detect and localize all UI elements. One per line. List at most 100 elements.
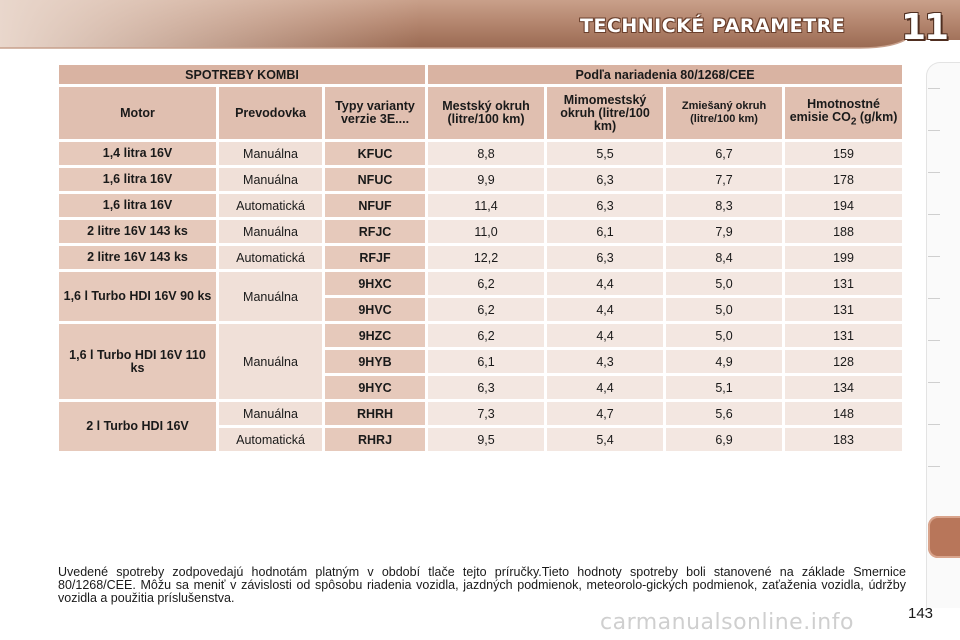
extra-urban-cell: 4,7 <box>547 402 664 425</box>
header-fade <box>0 0 420 48</box>
co2-cell: 128 <box>785 350 903 373</box>
extra-urban-cell: 6,1 <box>547 220 664 243</box>
co2-cell: 178 <box>785 168 903 191</box>
chapter-number: 11 <box>900 7 949 48</box>
combined-cell: 5,0 <box>666 298 783 321</box>
urban-cell: 11,4 <box>428 194 545 217</box>
extra-urban-cell: 4,4 <box>547 376 664 399</box>
co2-suffix: (g/km) <box>856 109 898 124</box>
type-cell: 9HVC <box>325 298 426 321</box>
co2-cell: 148 <box>785 402 903 425</box>
consumption-table: SPOTREBY KOMBI Podľa nariadenia 80/1268/… <box>56 62 905 454</box>
urban-cell: 7,3 <box>428 402 545 425</box>
co2-subscript: 2 <box>850 116 857 128</box>
type-cell: RFJC <box>325 220 426 243</box>
gearbox-cell: Manuálna <box>219 220 322 243</box>
urban-cell: 9,9 <box>428 168 545 191</box>
extra-urban-cell: 5,4 <box>547 428 664 451</box>
urban-cell: 9,5 <box>428 428 545 451</box>
motor-cell: 2 litre 16V 143 ks <box>59 246 216 269</box>
motor-cell: 1,4 litra 16V <box>59 142 216 165</box>
tab-divider <box>928 88 940 89</box>
tab-divider <box>928 298 940 299</box>
extra-urban-cell: 5,5 <box>547 142 664 165</box>
type-cell: RHRJ <box>325 428 426 451</box>
co2-cell: 188 <box>785 220 903 243</box>
motor-cell: 2 litre 16V 143 ks <box>59 220 216 243</box>
tab-divider <box>928 172 940 173</box>
table-row: 9HVC 6,2 4,4 5,0 131 <box>59 298 903 321</box>
footnote-paragraph: Uvedené spotreby zodpovedajú hodnotám pl… <box>58 565 906 605</box>
type-cell: KFUC <box>325 142 426 165</box>
table-row: 9HYB 6,1 4,3 4,9 128 <box>59 350 903 373</box>
co2-cell: 183 <box>785 428 903 451</box>
extra-urban-cell: 4,3 <box>547 350 664 373</box>
urban-cell: 6,2 <box>428 324 545 347</box>
combined-cell: 8,4 <box>666 246 783 269</box>
table-row: 2 litre 16V 143 ks Manuálna RFJC 11,0 6,… <box>59 220 903 243</box>
gearbox-cell: Manuálna <box>219 272 322 321</box>
tab-divider <box>928 340 940 341</box>
motor-cell: 1,6 l Turbo HDI 16V 110 ks <box>59 324 216 399</box>
table-row: 9HYC 6,3 4,4 5,1 134 <box>59 376 903 399</box>
tab-divider <box>928 214 940 215</box>
combined-cell: 6,9 <box>666 428 783 451</box>
combined-cell: 5,6 <box>666 402 783 425</box>
urban-cell: 8,8 <box>428 142 545 165</box>
chapter-tab-active[interactable] <box>928 516 960 558</box>
extra-urban-cell: 6,3 <box>547 246 664 269</box>
tab-divider <box>928 256 940 257</box>
table-row: 1,4 litra 16V Manuálna KFUC 8,8 5,5 6,7 … <box>59 142 903 165</box>
watermark: carmanualsonline.info <box>600 610 854 635</box>
extra-urban-cell: 4,4 <box>547 298 664 321</box>
gearbox-cell: Manuálna <box>219 324 322 399</box>
type-cell: RHRH <box>325 402 426 425</box>
combined-cell: 8,3 <box>666 194 783 217</box>
combined-cell: 7,9 <box>666 220 783 243</box>
gearbox-cell: Manuálna <box>219 142 322 165</box>
combined-cell: 5,0 <box>666 324 783 347</box>
tab-divider <box>928 382 940 383</box>
table-row: 1,6 l Turbo HDI 16V 90 ks Manuálna 9HXC … <box>59 272 903 321</box>
combined-cell: 4,9 <box>666 350 783 373</box>
motor-cell: 1,6 litra 16V <box>59 194 216 217</box>
col-header-combined: Zmiešaný okruh (litre/100 km) <box>666 87 783 139</box>
group-header-right: Podľa nariadenia 80/1268/CEE <box>428 65 903 84</box>
co2-prefix: Hmotnostné emisie CO <box>789 96 880 124</box>
combined-cell: 6,7 <box>666 142 783 165</box>
combined-cell: 5,1 <box>666 376 783 399</box>
gearbox-cell: Manuálna <box>219 168 322 191</box>
type-cell: 9HZC <box>325 324 426 347</box>
page-number: 143 <box>908 605 934 622</box>
table-row: Automatická RHRJ 9,5 5,4 6,9 183 <box>59 428 903 451</box>
header-curve <box>0 40 960 60</box>
co2-cell: 134 <box>785 376 903 399</box>
gearbox-cell: Automatická <box>219 194 322 217</box>
page-title: TECHNICKÉ PARAMETRE <box>580 15 846 37</box>
table-row: 1,6 l Turbo HDI 16V 110 ks Manuálna 9HZC… <box>59 324 903 399</box>
co2-cell: 159 <box>785 142 903 165</box>
table-row: 1,6 litra 16V Manuálna NFUC 9,9 6,3 7,7 … <box>59 168 903 191</box>
urban-cell: 6,3 <box>428 376 545 399</box>
col-header-motor: Motor <box>59 87 216 139</box>
urban-cell: 12,2 <box>428 246 545 269</box>
extra-urban-cell: 6,3 <box>547 194 664 217</box>
tab-divider <box>928 424 940 425</box>
table-row: 1,6 litra 16V Automatická NFUF 11,4 6,3 … <box>59 194 903 217</box>
col-header-extra-urban: Mimomestský okruh (litre/100 km) <box>547 87 664 139</box>
col-header-gearbox: Prevodovka <box>219 87 322 139</box>
gearbox-cell: Automatická <box>219 428 322 451</box>
motor-cell: 1,6 l Turbo HDI 16V 90 ks <box>59 272 216 321</box>
type-cell: 9HYB <box>325 350 426 373</box>
type-cell: 9HYC <box>325 376 426 399</box>
table-row: 2 litre 16V 143 ks Automatická RFJF 12,2… <box>59 246 903 269</box>
col-header-urban: Mestský okruh (litre/100 km) <box>428 87 545 139</box>
type-cell: RFJF <box>325 246 426 269</box>
gearbox-cell: Manuálna <box>219 402 322 425</box>
urban-cell: 6,1 <box>428 350 545 373</box>
col-header-types: Typy varianty verzie 3E.... <box>325 87 426 139</box>
col-header-co2: Hmotnostné emisie CO2 (g/km) <box>785 87 903 139</box>
group-header-left: SPOTREBY KOMBI <box>59 65 426 84</box>
urban-cell: 6,2 <box>428 298 545 321</box>
tab-divider <box>928 466 940 467</box>
